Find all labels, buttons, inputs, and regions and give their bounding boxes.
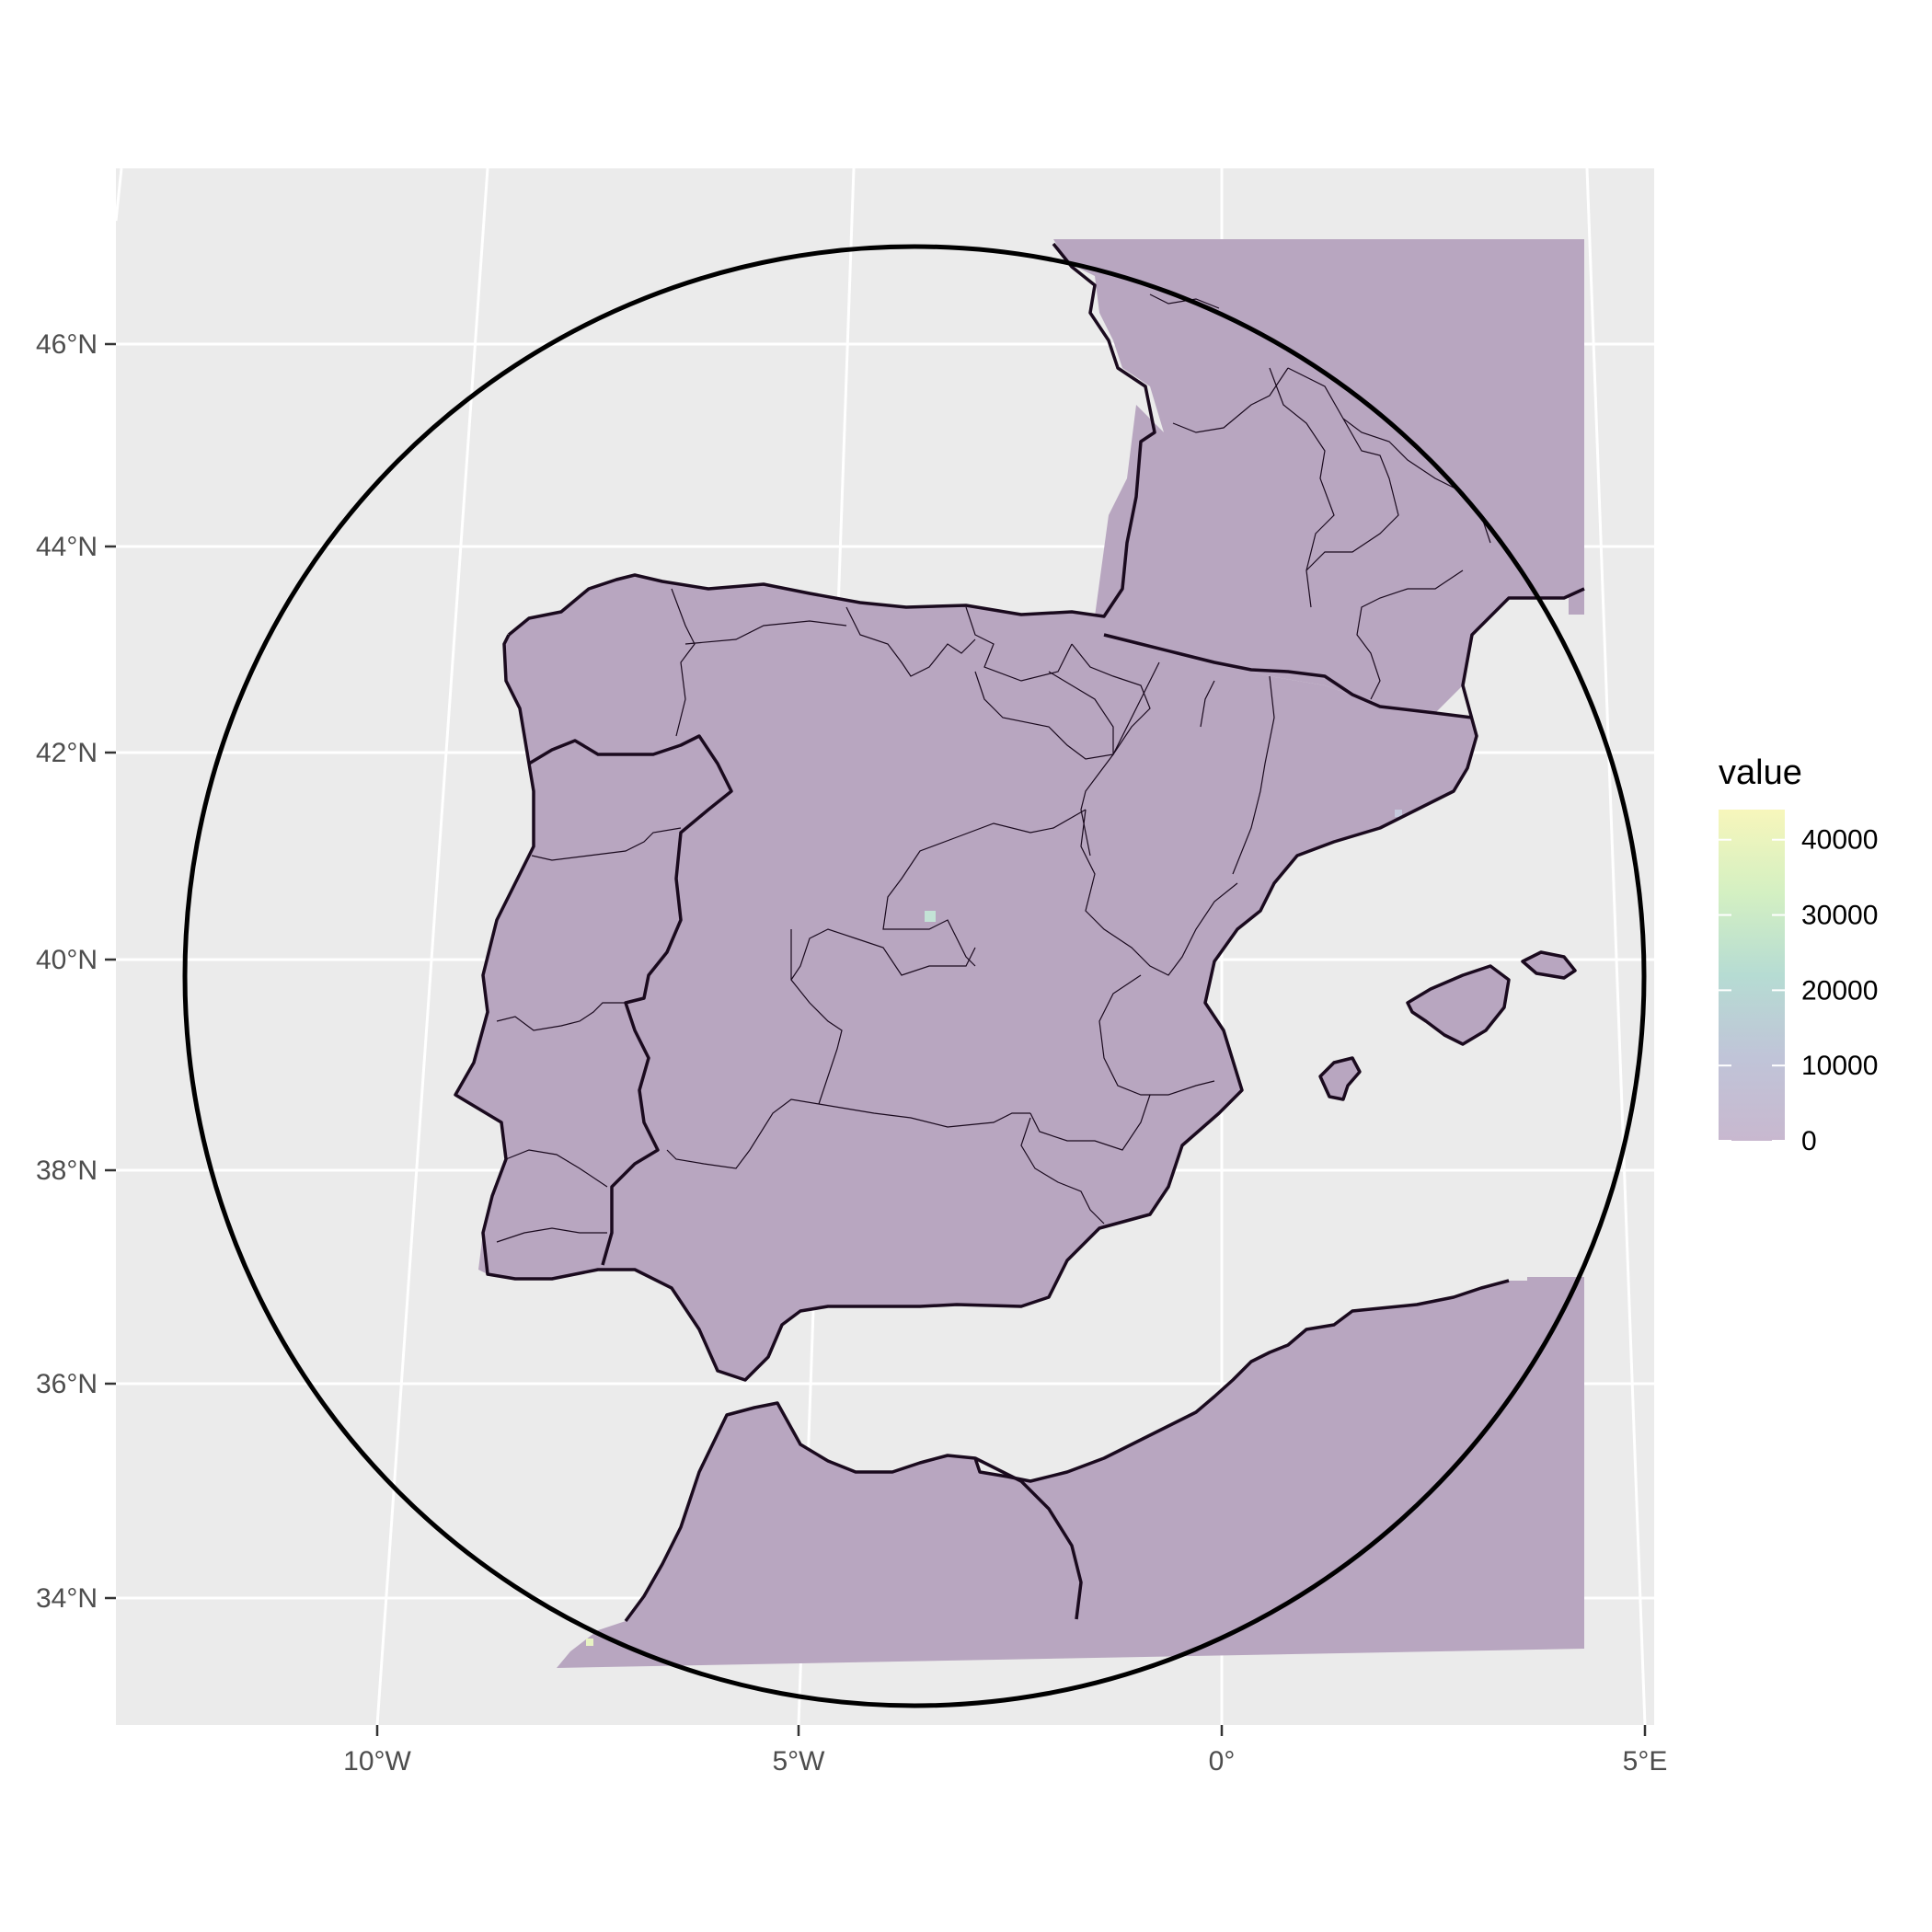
buffer-circle: [182, 244, 1647, 1708]
legend-tick-label: 30000: [1801, 901, 1878, 931]
iberia-raster: [455, 575, 1477, 1380]
lat-label: 44°N: [36, 532, 98, 562]
lat-label: 36°N: [36, 1369, 98, 1399]
hotspot-tangier: [586, 1639, 593, 1646]
lon-label: 5°W: [773, 1746, 826, 1777]
lat-label: 34°N: [36, 1583, 98, 1614]
lon-label: 10°W: [343, 1746, 411, 1777]
lon-ticks: 10°W 5°W 0° 5°E: [343, 1725, 1667, 1777]
region-borders: [496, 293, 1491, 1243]
legend-ticks: 40000 30000 20000 10000 0: [1719, 825, 1878, 1156]
country-borders: [528, 633, 1473, 1620]
lon-label: 0°: [1209, 1746, 1236, 1777]
lat-ticks: 46°N 44°N 42°N 40°N 38°N 36°N 34°N: [36, 329, 116, 1614]
lat-label: 42°N: [36, 738, 98, 768]
spain-portugal-border: [528, 734, 733, 1266]
lat-label: 46°N: [36, 329, 98, 360]
iberia-coast: [507, 242, 1156, 637]
africa-coast: [624, 1279, 1510, 1623]
east-coast: [454, 587, 1585, 1382]
legend-tick-label: 20000: [1801, 975, 1878, 1006]
coastlines: [454, 242, 1585, 1623]
legend-tick-label: 10000: [1801, 1051, 1878, 1081]
lon-label: 5°E: [1623, 1746, 1668, 1777]
legend-tick-label: 0: [1801, 1126, 1817, 1156]
spain-france-border: [1103, 633, 1473, 719]
raster-land: [455, 239, 1584, 1668]
hotspot-barcelona: [1395, 810, 1402, 817]
lat-label: 38°N: [36, 1156, 98, 1186]
france-raster: [1053, 239, 1584, 713]
mallorca-coast: [1406, 964, 1511, 1046]
ibiza-coast: [1318, 1056, 1362, 1101]
legend-title: value: [1719, 753, 1802, 792]
legend: value 40000 30000 20000 10000 0: [1719, 753, 1878, 1156]
legend-colorbar: [1719, 810, 1785, 1141]
hotspot-madrid: [925, 911, 936, 922]
lat-label: 40°N: [36, 945, 98, 975]
menorca-coast: [1521, 950, 1577, 980]
morocco-algeria-border: [974, 1456, 1083, 1620]
legend-tick-label: 40000: [1801, 825, 1878, 856]
